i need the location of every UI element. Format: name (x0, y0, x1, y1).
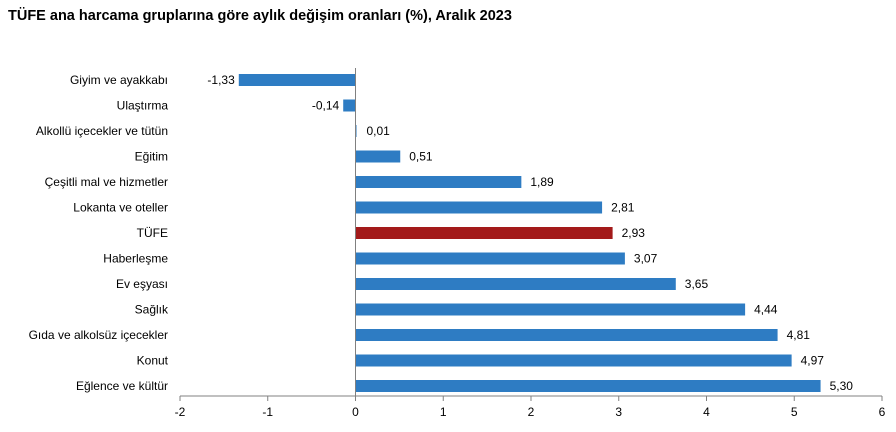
axis-layer (179, 68, 883, 401)
bar (355, 354, 792, 367)
bar (238, 74, 356, 86)
x-tick-label: 6 (879, 405, 886, 419)
x-tick-label: 1 (440, 405, 447, 419)
category-label: Konut (137, 354, 169, 368)
category-label: Alkollü içecekler ve tütün (36, 124, 168, 138)
x-tick-label: 5 (791, 405, 798, 419)
value-label: 4,97 (801, 354, 825, 368)
category-label: Haberleşme (103, 252, 168, 266)
category-label: Çeşitli mal ve hizmetler (45, 175, 168, 189)
bar (355, 150, 401, 163)
category-label: Sağlık (135, 303, 169, 317)
x-tick-label: -1 (262, 405, 273, 419)
value-label: -0,14 (312, 99, 340, 113)
bar (355, 303, 746, 316)
bar (355, 380, 821, 392)
category-label: Eğitim (135, 150, 168, 164)
value-label: 0,51 (409, 150, 433, 164)
category-label: Ev eşyası (116, 277, 168, 291)
value-label: 3,07 (634, 252, 658, 266)
chart-title: TÜFE ana harcama gruplarına göre aylık d… (8, 8, 512, 24)
bar (343, 99, 356, 112)
bars-layer (238, 74, 821, 392)
bar (355, 329, 778, 341)
x-tick-label: -2 (175, 405, 186, 419)
x-tick-label: 4 (703, 405, 710, 419)
value-label: 1,89 (530, 175, 554, 189)
x-tick-label: 0 (352, 405, 359, 419)
bar (355, 201, 603, 214)
value-label: 3,65 (685, 277, 709, 291)
value-label: -1,33 (207, 73, 235, 87)
bar (355, 227, 613, 239)
labels-layer: Giyim ve ayakkabı -1,33 Ulaştırma -0,14 Alko… (29, 73, 886, 419)
category-label: Lokanta ve oteller (73, 201, 168, 215)
category-label: Giyim ve ayakkabı (70, 73, 168, 87)
value-label: 0,01 (367, 124, 391, 138)
value-label: 2,93 (622, 226, 646, 240)
x-tick-label: 3 (615, 405, 622, 419)
x-tick-label: 2 (528, 405, 535, 419)
category-label: Gıda ve alkolsüz içecekler (29, 328, 168, 342)
category-label: TÜFE (137, 226, 168, 240)
bar (355, 252, 625, 265)
value-label: 5,30 (830, 379, 854, 393)
value-label: 2,81 (611, 201, 635, 215)
category-label: Eğlence ve kültür (76, 379, 168, 393)
bar (355, 176, 522, 188)
bar (355, 278, 676, 290)
category-label: Ulaştırma (117, 99, 169, 113)
value-label: 4,44 (754, 303, 778, 317)
value-label: 4,81 (787, 328, 811, 342)
